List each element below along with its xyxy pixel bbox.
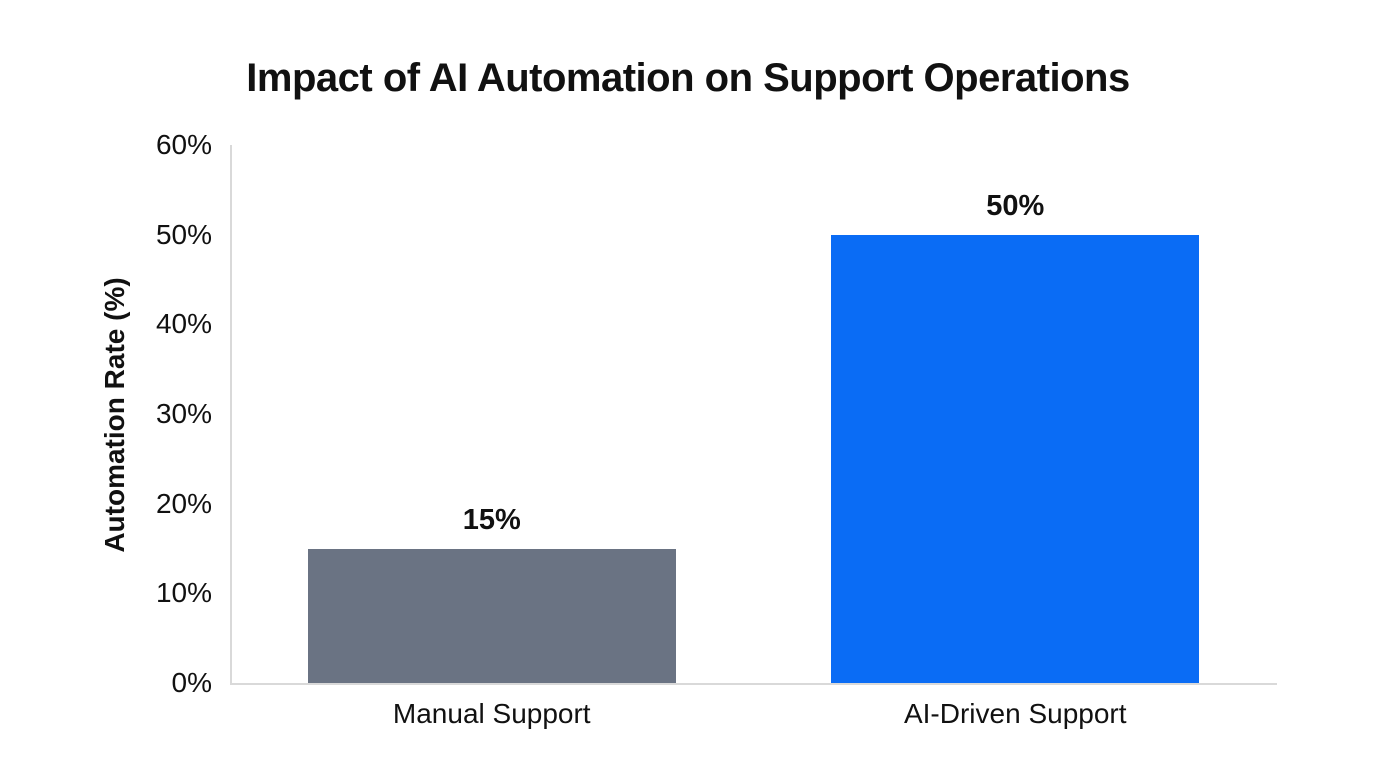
y-axis-line [230,145,232,683]
bar-value-label-manual-support: 15% [462,503,521,536]
y-tick-label-0pct: 0% [171,667,212,698]
y-tick-label-60pct: 60% [155,129,212,160]
x-axis-line [230,683,1277,685]
x-category-label-ai-driven-support: AI-Driven Support [903,698,1127,729]
x-category-label-manual-support: Manual Support [392,698,591,729]
bar-ai-driven-support [831,234,1200,683]
y-tick-label-30pct: 30% [155,398,212,429]
y-tick-label-50pct: 50% [155,218,212,250]
y-tick-label-20pct: 20% [155,487,212,519]
bar-value-label-ai-driven-support: 50% [986,189,1045,222]
chart-title: Impact of AI Automation on Support Opera… [246,56,1130,100]
y-tick-label-10pct: 10% [155,577,212,609]
bar-manual-support [307,548,676,683]
y-axis-title: Automation Rate (%) [99,277,130,553]
y-tick-label-40pct: 40% [155,308,212,340]
